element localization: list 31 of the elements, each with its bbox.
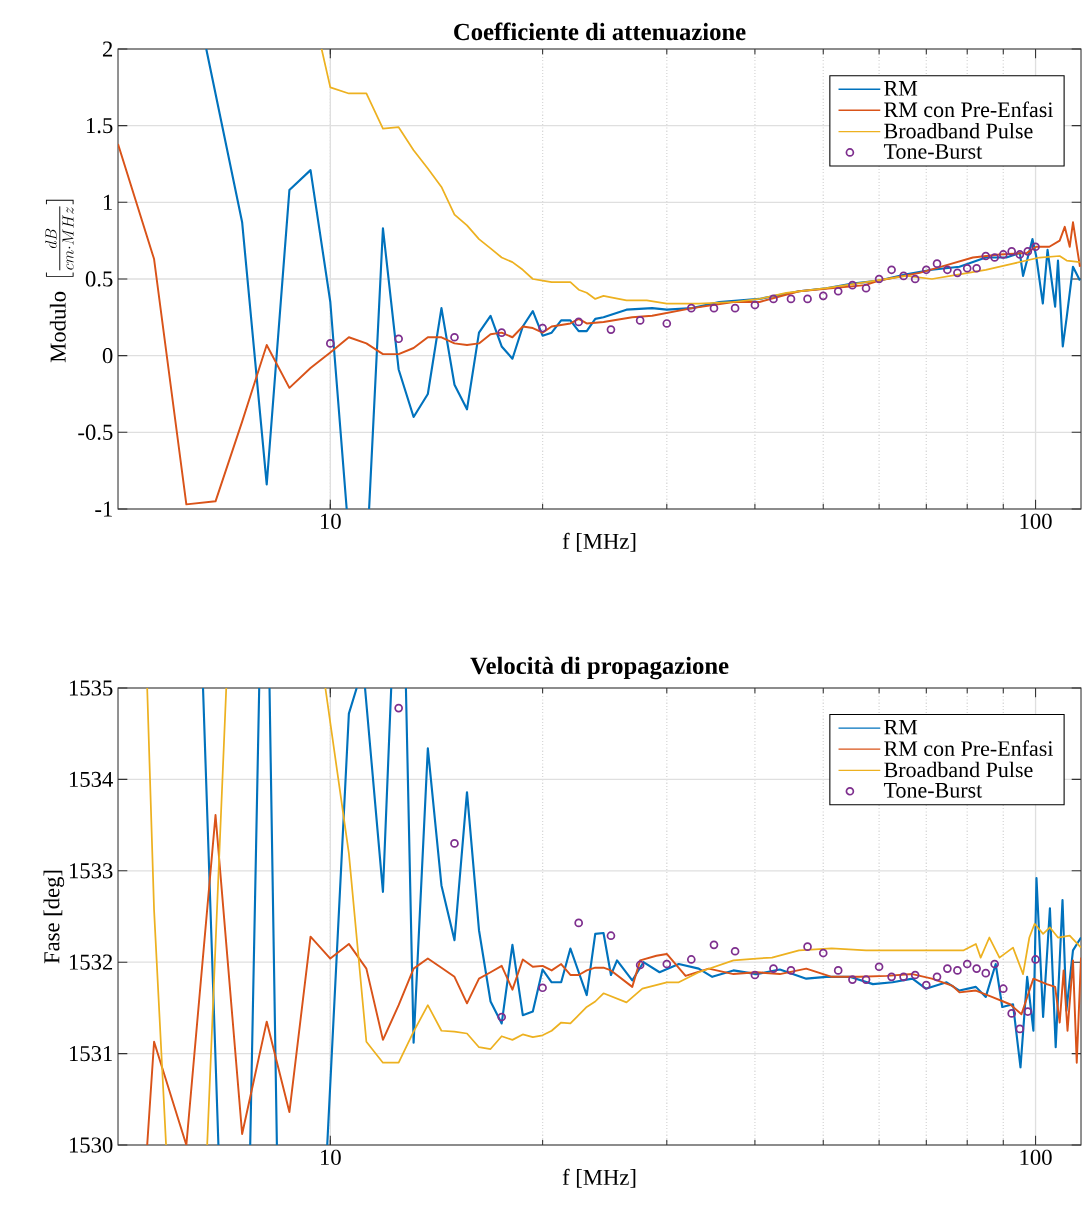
chart-title: Velocità di propagazione	[470, 656, 729, 680]
legend-label: RM con Pre-Enfasi	[884, 740, 1054, 757]
legend-label: RM	[884, 81, 918, 96]
y-tick-label: -1	[95, 501, 112, 517]
y-tick-label: 1533	[69, 863, 113, 879]
x-tick-label: 100	[1020, 1149, 1052, 1166]
x-axis-title: f [MHz]	[562, 1168, 636, 1188]
legend-label: Tone-Burst	[883, 783, 983, 798]
y-tick-label: 1535	[69, 680, 113, 696]
y-tick-label: 2	[102, 41, 113, 57]
y-tick-label: 1531	[69, 1045, 112, 1062]
y-tick-label: 1	[103, 194, 112, 210]
legend-label: Tone-Burst	[883, 144, 983, 159]
y-axis-title: $\text{Modulo }\left[\frac{dB}{cm\cdot MHz}\right]$	[45, 199, 74, 363]
legend-label: RM	[884, 719, 918, 735]
legend-label: Broadband Pulse	[884, 122, 1033, 139]
x-tick-label: 10	[320, 513, 341, 530]
legend-label: RM con Pre-Enfasi	[884, 101, 1054, 118]
y-tick-label: -0.5	[78, 424, 113, 441]
y-tick-label: 0	[102, 348, 113, 364]
x-tick-label: 100	[1020, 513, 1052, 530]
x-axis-title: f [MHz]	[562, 532, 636, 552]
y-tick-label: 1.5	[86, 118, 113, 134]
y-tick-label: 0.5	[85, 271, 113, 287]
x-tick-label: 10	[320, 1149, 341, 1166]
chart-title: Coefficiente di attenuazione	[454, 22, 746, 41]
y-tick-label: 1530	[69, 1137, 113, 1153]
y-tick-label: 1534	[69, 771, 113, 788]
legend-label: Broadband Pulse	[884, 761, 1033, 778]
y-tick-label: 1532	[69, 954, 113, 970]
y-axis-title: Fase [deg]	[43, 870, 65, 964]
